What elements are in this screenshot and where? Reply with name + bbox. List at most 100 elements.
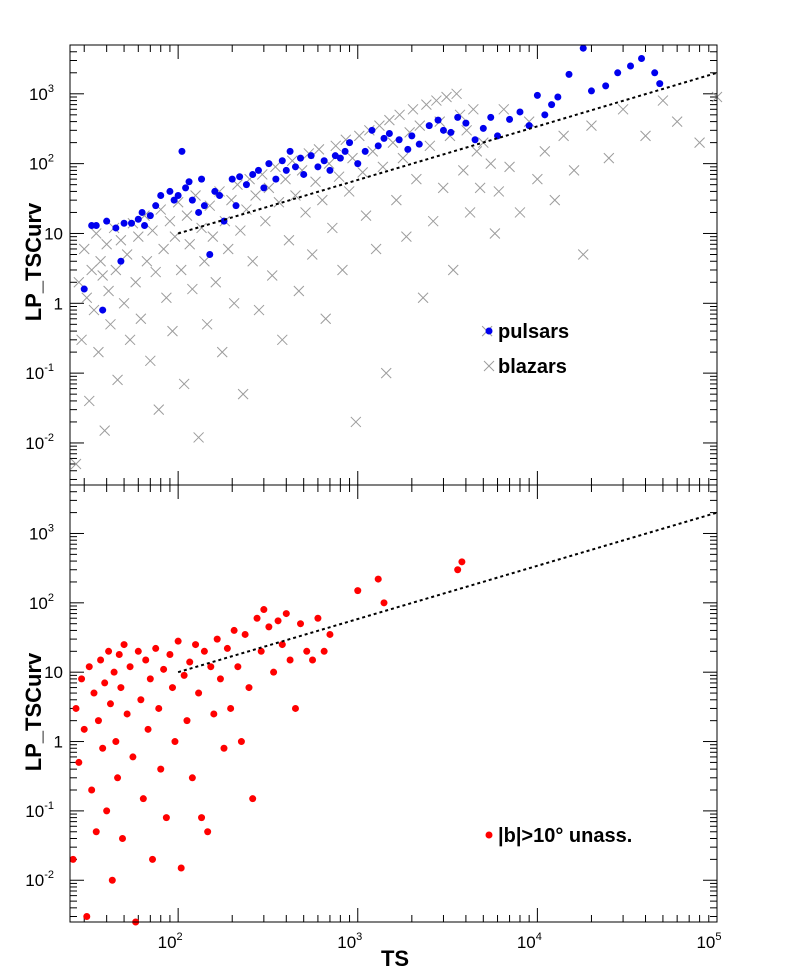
unassociated-point [99, 744, 107, 752]
pulsar-point [395, 136, 403, 144]
unassociated-point [144, 725, 152, 733]
blazar-point [250, 190, 261, 201]
unassociated-point [260, 606, 268, 614]
blazar-point [384, 114, 395, 126]
blazar-point [83, 395, 95, 407]
unassociated-point [80, 725, 88, 733]
pulsar-point [415, 140, 423, 148]
pulsar-point [146, 212, 154, 220]
blazar-point [199, 255, 210, 267]
blazar-point [374, 120, 385, 132]
blazar-point [671, 116, 683, 127]
blazar-point [201, 318, 213, 330]
top-plot-frame [69, 44, 718, 486]
unassociated-point [137, 696, 145, 704]
pulsar-point [385, 130, 393, 138]
unassociated-point [314, 614, 322, 622]
y-tick-label: 10-2 [25, 432, 54, 453]
blazar-point [141, 255, 153, 267]
unassociated-point [186, 658, 194, 666]
blazar-point [105, 318, 116, 330]
blazar-point [273, 196, 285, 208]
pulsar-point [341, 147, 349, 155]
blazar-point [118, 297, 130, 309]
y-tick-label: 103 [29, 522, 54, 543]
pulsar-point [134, 215, 142, 223]
pulsar-point [188, 196, 196, 204]
unassociated-point [320, 647, 328, 655]
pulsar-point [307, 152, 315, 160]
unassociated-point [149, 855, 157, 863]
blazar-points [70, 88, 723, 470]
unassociated-point [241, 630, 249, 638]
unassociated-point [106, 700, 114, 708]
top-panel: 10-2 10-1 1 10 102 103 LP_TSCurv pulsars blaz… [21, 44, 723, 486]
unassociated-point [213, 635, 221, 643]
blazar-point [417, 292, 429, 304]
y-tick-label: 1 [54, 294, 63, 313]
pulsar-point [462, 119, 470, 127]
pulsar-point [548, 101, 556, 109]
bottom-x-tick-labels: 102 103 104 105 [158, 931, 722, 952]
pulsar-point [286, 147, 294, 155]
blazar-point [164, 215, 176, 227]
unassociated-point [94, 717, 102, 725]
blazar-point [135, 313, 147, 325]
blazar-point [357, 167, 369, 178]
pulsar-point [361, 147, 369, 155]
pulsar-point [141, 222, 149, 230]
blazar-point [158, 243, 169, 255]
blazar-point [110, 264, 122, 276]
unassociated-point [157, 765, 165, 773]
unassociated-point [237, 738, 245, 746]
blazar-point [401, 231, 412, 243]
blazar-point [81, 292, 93, 304]
pulsar-point [232, 202, 240, 210]
blazar-point [73, 276, 85, 288]
pulsar-point [249, 170, 257, 178]
x-axis-label: TS [381, 946, 409, 971]
pulsar-point [103, 217, 111, 225]
pulsar-point [587, 87, 595, 95]
pulsar-point [336, 154, 344, 162]
blazar-point [290, 190, 301, 201]
pulsar-point [174, 191, 182, 199]
pulsar-point [408, 132, 416, 140]
blazar-point [394, 109, 405, 121]
blazar-point [330, 140, 342, 152]
blazar-point [350, 416, 362, 428]
blazar-point [558, 130, 569, 142]
unassociated-point [274, 617, 282, 625]
blazar-point [390, 194, 402, 206]
blazar-point [320, 313, 332, 325]
blazar-point [464, 207, 476, 218]
blazar-point [377, 161, 389, 173]
blazar-point [694, 137, 705, 148]
blazar-point [161, 292, 172, 304]
unassociated-point [146, 675, 154, 683]
blazar-point [293, 285, 305, 297]
pulsar-point [170, 196, 178, 204]
blazar-point [121, 249, 133, 260]
unassociated-point [183, 717, 191, 725]
unassociated-point [72, 704, 80, 712]
blazar-point [539, 145, 551, 157]
unassociated-point [123, 710, 131, 718]
unassociated-point [207, 663, 215, 671]
pulsar-point [291, 163, 299, 171]
unassociated-point [253, 614, 261, 622]
blazar-point [228, 297, 240, 309]
unassociated-point [326, 630, 334, 638]
blazar-point [222, 243, 234, 255]
pulsar-point [265, 160, 273, 168]
unassociated-point [85, 663, 93, 671]
blazar-point [99, 425, 111, 437]
blazar-point [184, 238, 196, 250]
y-tick-label: 102 [29, 153, 54, 174]
blazar-point [397, 152, 409, 164]
pulsar-point [368, 126, 376, 134]
blazar-point [431, 95, 442, 106]
unassociated-point [278, 641, 286, 649]
pulsar-point [272, 175, 280, 183]
unassociated-point [303, 647, 311, 655]
